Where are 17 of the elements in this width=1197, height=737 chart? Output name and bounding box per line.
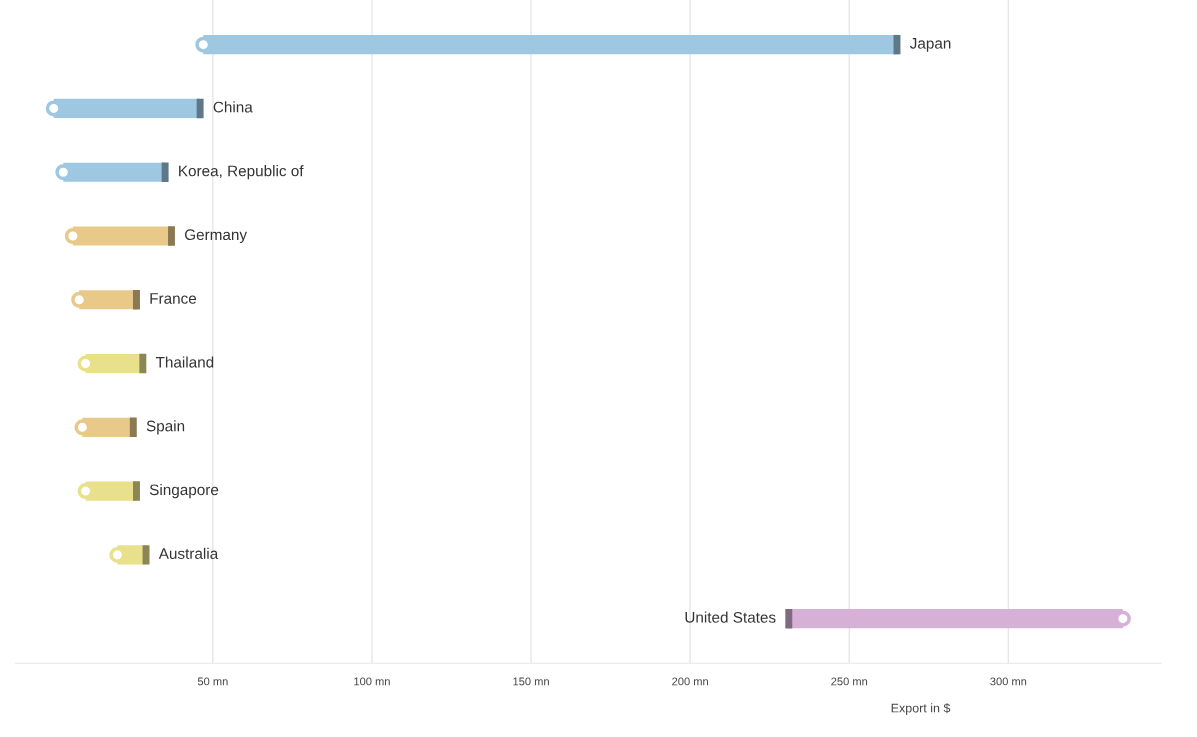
y-tick-label: Germany bbox=[184, 229, 248, 244]
y-tick-label: Australia bbox=[158, 547, 219, 559]
y-tick-label: Korea, Republic of bbox=[179, 165, 304, 180]
x-tick-label: 300 mn bbox=[990, 677, 1027, 686]
x-axis-title: Export in $ bbox=[891, 703, 951, 715]
x-tick-label: 150 mn bbox=[513, 677, 549, 686]
x-tick-label: 200 mn bbox=[672, 677, 708, 686]
x-tick-label: 250 mn bbox=[831, 677, 868, 686]
x-tick-label: 100 mn bbox=[354, 677, 390, 686]
x-tick-label: 50 mn bbox=[197, 677, 228, 686]
y-tick-label: Japan bbox=[909, 38, 951, 52]
y-tick-label: Singapore bbox=[149, 483, 219, 499]
y-tick-label: China bbox=[213, 101, 253, 113]
y-tick-label: Spain bbox=[146, 420, 185, 435]
y-tick-label: United States bbox=[685, 611, 776, 623]
y-tick-label: Thailand bbox=[155, 356, 214, 368]
y-tick-label: France bbox=[150, 293, 197, 304]
